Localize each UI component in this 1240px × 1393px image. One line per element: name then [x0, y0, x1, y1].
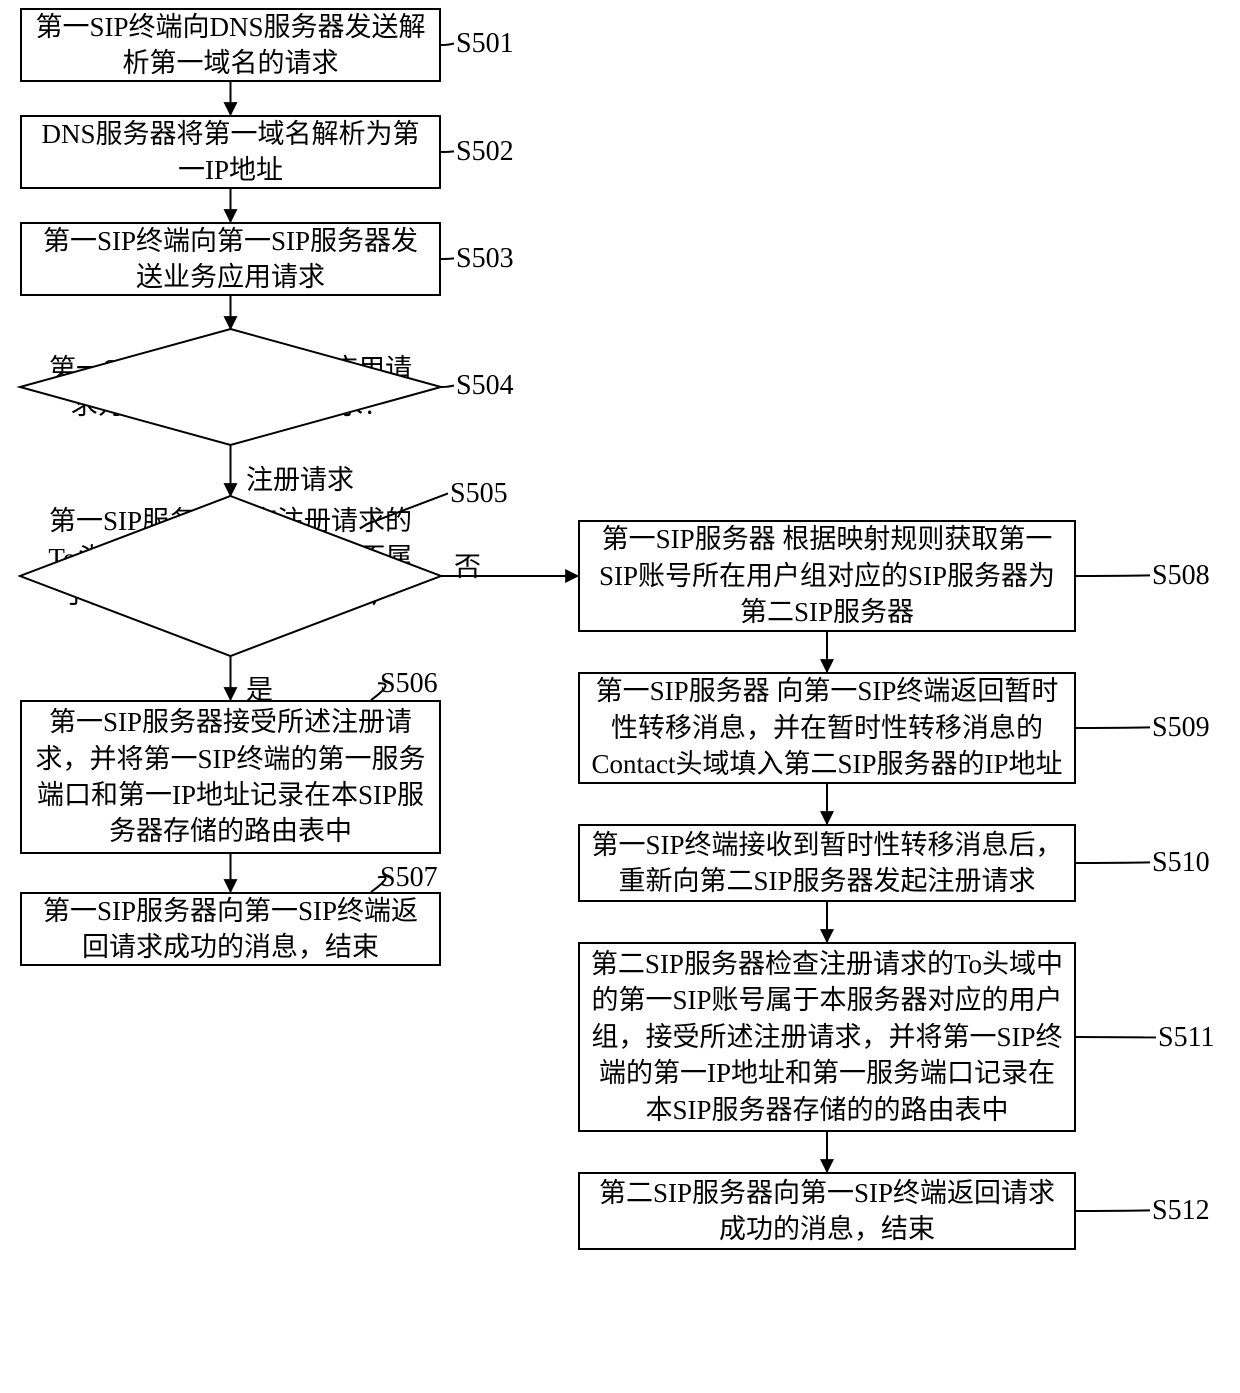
flow-node-text: 第一SIP服务器接受所述注册请求，并将第一SIP终端的第一服务端口和第一IP地址…: [32, 704, 429, 850]
flow-node-text: 第二SIP服务器向第一SIP终端返回请求成功的消息，结束: [590, 1175, 1064, 1248]
step-label-text: S506: [380, 668, 438, 699]
flow-node-text: 第二SIP服务器检查注册请求的To头域中的第一SIP账号属于本服务器对应的用户组…: [590, 946, 1064, 1128]
step-label-s501: S501: [456, 28, 514, 60]
step-label-s503: S503: [456, 243, 514, 275]
step-label-s510: S510: [1152, 847, 1210, 879]
flow-node-text: 第一SIP终端接收到暂时性转移消息后，重新向第二SIP服务器发起注册请求: [590, 827, 1064, 900]
branch-label-text: 否: [454, 552, 481, 582]
flow-node-text: DNS服务器将第一域名解析为第一IP地址: [32, 116, 429, 189]
flow-node-text: 第一SIP服务器向第一SIP终端返回请求成功的消息，结束: [32, 893, 429, 966]
branch-label-no: 否: [454, 545, 481, 584]
flow-node-s505: 第一SIP服务器检查注册请求的To头域中的第一SIP账号是否属于第一SIP服务器…: [45, 496, 415, 656]
flow-node-s510: 第一SIP终端接收到暂时性转移消息后，重新向第二SIP服务器发起注册请求: [578, 824, 1076, 902]
flow-node-s509: 第一SIP服务器 向第一SIP终端返回暂时性转移消息，并在暂时性转移消息的Con…: [578, 672, 1076, 784]
step-label-text: S507: [380, 862, 438, 893]
flow-node-s511: 第二SIP服务器检查注册请求的To头域中的第一SIP账号属于本服务器对应的用户组…: [578, 942, 1076, 1132]
flow-node-s506: 第一SIP服务器接受所述注册请求，并将第一SIP终端的第一服务端口和第一IP地址…: [20, 700, 441, 854]
step-label-text: S510: [1152, 847, 1210, 878]
flowchart-canvas: 第一SIP终端向DNS服务器发送解析第一域名的请求 S501 DNS服务器将第一域名…: [0, 0, 1240, 1393]
step-label-text: S512: [1152, 1195, 1210, 1226]
step-label-text: S505: [450, 478, 508, 509]
flow-node-text: 第一SIP服务器 向第一SIP终端返回暂时性转移消息，并在暂时性转移消息的Con…: [590, 673, 1064, 782]
step-label-text: S508: [1152, 560, 1210, 591]
step-label-s507: S507: [380, 862, 438, 894]
step-label-s511: S511: [1158, 1022, 1215, 1054]
step-label-text: S509: [1152, 712, 1210, 743]
step-label-text: S501: [456, 28, 514, 59]
flow-node-text: 第一SIP服务器 根据映射规则获取第一SIP账号所在用户组对应的SIP服务器为第…: [590, 521, 1064, 630]
step-label-s508: S508: [1152, 560, 1210, 592]
flow-node-text: 第一SIP服务器判断业务应用请求为注册请求or呼叫请求？: [45, 351, 415, 424]
flow-node-text: 第一SIP服务器检查注册请求的To头域中的第一SIP账号是否属于第一SIP服务器…: [45, 503, 415, 649]
step-label-s512: S512: [1152, 1195, 1210, 1227]
step-label-s509: S509: [1152, 712, 1210, 744]
branch-label-text: 是: [246, 675, 273, 705]
flow-node-s507: 第一SIP服务器向第一SIP终端返回请求成功的消息，结束: [20, 892, 441, 966]
flow-node-text: 第一SIP终端向DNS服务器发送解析第一域名的请求: [32, 9, 429, 82]
step-label-s506: S506: [380, 668, 438, 700]
flow-node-s504: 第一SIP服务器判断业务应用请求为注册请求or呼叫请求？: [45, 329, 415, 445]
step-label-text: S511: [1158, 1022, 1215, 1053]
flow-node-s512: 第二SIP服务器向第一SIP终端返回请求成功的消息，结束: [578, 1172, 1076, 1250]
step-label-text: S503: [456, 243, 514, 274]
flow-node-text: 第一SIP终端向第一SIP服务器发送业务应用请求: [32, 223, 429, 296]
step-label-s502: S502: [456, 136, 514, 168]
flow-node-s501: 第一SIP终端向DNS服务器发送解析第一域名的请求: [20, 8, 441, 82]
flow-node-s503: 第一SIP终端向第一SIP服务器发送业务应用请求: [20, 222, 441, 296]
step-label-text: S504: [456, 370, 514, 401]
flow-node-s502: DNS服务器将第一域名解析为第一IP地址: [20, 115, 441, 189]
branch-label-text: 注册请求: [246, 465, 354, 495]
branch-label-reg: 注册请求: [246, 458, 354, 497]
step-label-s504: S504: [456, 370, 514, 402]
branch-label-yes: 是: [246, 668, 273, 707]
step-label-s505: S505: [450, 478, 508, 510]
flow-node-s508: 第一SIP服务器 根据映射规则获取第一SIP账号所在用户组对应的SIP服务器为第…: [578, 520, 1076, 632]
step-label-text: S502: [456, 136, 514, 167]
